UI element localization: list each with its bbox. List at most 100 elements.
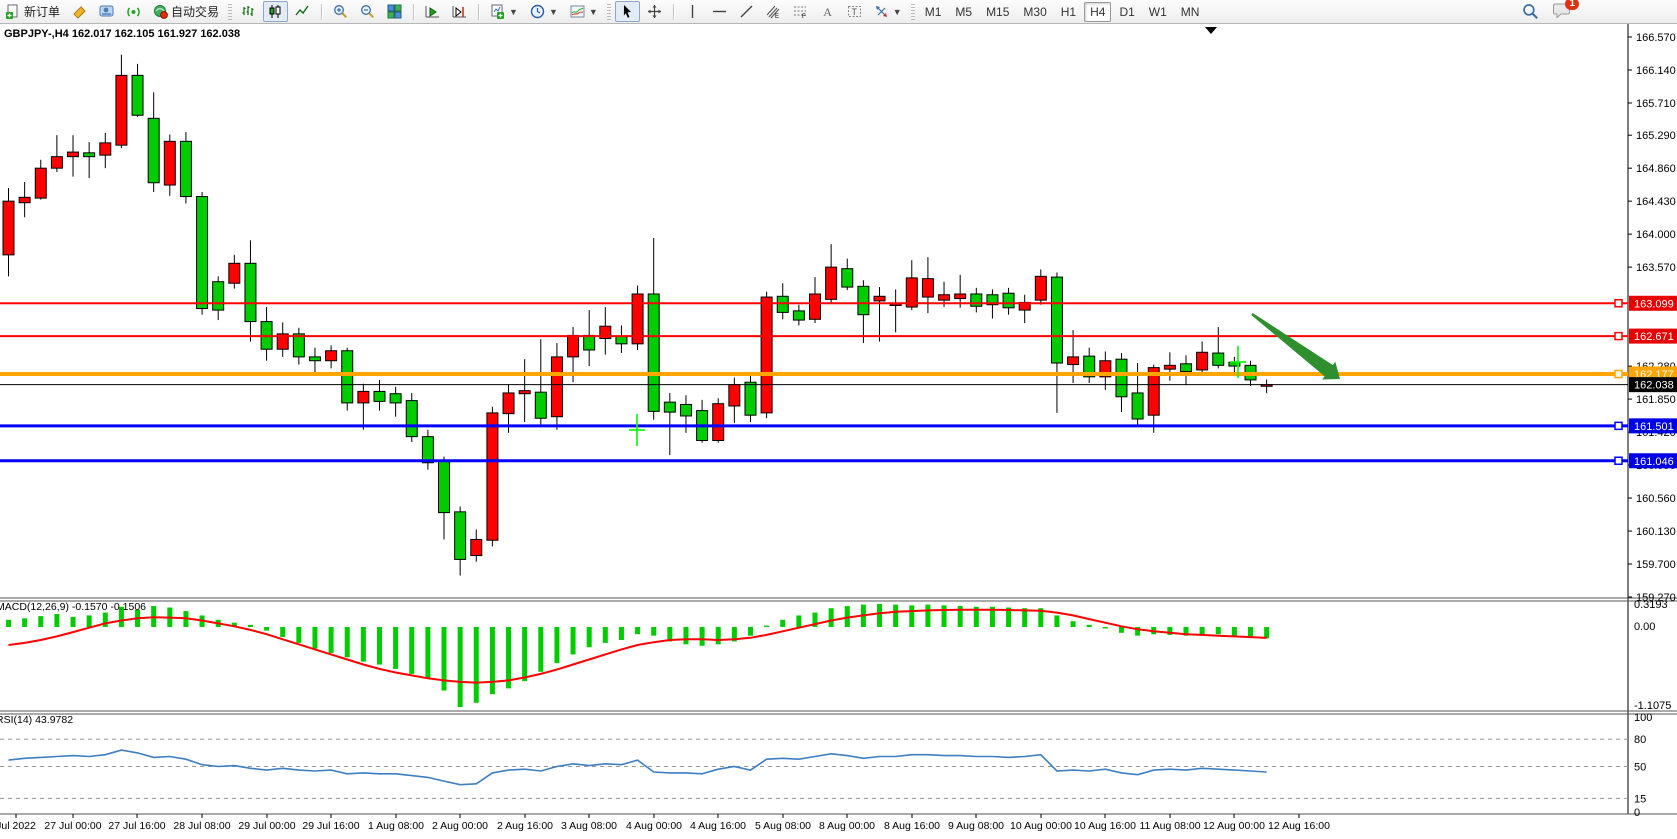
bull-candle — [760, 296, 773, 414]
macd-histogram-bar — [651, 627, 657, 636]
shift-marker[interactable] — [1205, 27, 1217, 34]
zoom-in-button[interactable] — [328, 1, 353, 22]
bear-candle — [1212, 352, 1225, 366]
crosshair-button[interactable] — [642, 1, 667, 22]
timeframe-button-M5[interactable]: M5 — [955, 4, 973, 19]
chart-window-button[interactable] — [94, 1, 119, 22]
periods-dropdown[interactable]: ▼ — [525, 1, 563, 22]
time-tick-label: 10 Aug 16:00 — [1074, 820, 1136, 832]
equidistant-channel-button[interactable]: E — [761, 1, 786, 22]
search-icon[interactable] — [1522, 3, 1539, 20]
templates-dropdown[interactable]: ▼ — [565, 1, 603, 22]
bear-candle — [1131, 392, 1144, 420]
vertical-line-button[interactable] — [680, 1, 705, 22]
chart-title: GBPJPY-,H4 162.017 162.105 161.927 162.0… — [4, 28, 241, 40]
bull-candle — [163, 140, 176, 186]
time-tick-label: 5 Aug 08:00 — [755, 820, 811, 832]
bull-candle — [712, 403, 725, 442]
bull-candle — [486, 412, 499, 541]
rsi-level-label: 15 — [1634, 793, 1646, 805]
trendline-button[interactable] — [734, 1, 759, 22]
arrows-dropdown[interactable]: ▼ — [869, 1, 907, 22]
new-chart-icon — [491, 4, 505, 19]
time-tick-label: 8 Aug 16:00 — [884, 820, 940, 832]
fibonacci-icon: F — [793, 6, 806, 19]
timeframe-button-M15[interactable]: M15 — [986, 4, 1010, 19]
dropdown-caret: ▼ — [509, 6, 518, 17]
price-tick-label: 161.850 — [1636, 394, 1676, 406]
timeframe-button-MN[interactable]: MN — [1180, 4, 1200, 19]
horizontal-line-button[interactable] — [707, 1, 732, 22]
bear-candle — [454, 511, 467, 560]
time-tick-label: 12 Aug 00:00 — [1203, 820, 1265, 832]
trend-arrow-annotation[interactable] — [1251, 313, 1340, 380]
bull-candle — [873, 295, 886, 302]
macd-histogram-bar — [554, 627, 560, 664]
bear-candle — [131, 74, 144, 116]
bull-candle — [954, 293, 967, 300]
line-handle[interactable] — [1614, 331, 1623, 341]
bear-candle — [292, 333, 305, 358]
timeframe-button-H1[interactable]: H1 — [1060, 4, 1077, 19]
fibonacci-button[interactable]: F — [788, 1, 813, 22]
bars-chart-button[interactable] — [236, 1, 261, 22]
price-tick-label: 164.430 — [1636, 196, 1676, 208]
bear-candle — [615, 335, 628, 345]
text-label-button[interactable]: T — [842, 1, 867, 22]
line-handle[interactable] — [1614, 456, 1623, 466]
macd-histogram-bar — [231, 622, 237, 627]
new-chart-dropdown[interactable]: ▼ — [485, 1, 523, 22]
chart-window-icon — [99, 5, 114, 17]
zoom-out-button[interactable] — [355, 1, 380, 22]
timeframe-button-M1[interactable]: M1 — [924, 4, 942, 19]
tile-windows-button[interactable] — [382, 1, 407, 22]
macd-histogram-bar — [1006, 607, 1012, 627]
chat-button[interactable]: 1 — [1553, 0, 1579, 21]
macd-histogram-bar — [1248, 627, 1254, 638]
line-handle[interactable] — [1614, 299, 1623, 308]
time-tick-label: 27 Jul 00:00 — [44, 820, 101, 832]
macd-histogram-bar — [22, 618, 28, 627]
line-handle[interactable] — [1614, 369, 1623, 379]
toolbar-separator — [478, 3, 481, 20]
bear-candle — [373, 390, 386, 402]
macd-signal-line — [8, 608, 1267, 684]
autotrade-button[interactable]: 自动交易 — [148, 1, 224, 22]
time-tick-label: 28 Jul 08:00 — [173, 820, 230, 832]
candlestick-chart-button[interactable] — [263, 1, 289, 22]
price-badge-label: 162.671 — [1634, 331, 1674, 343]
bear-candle — [308, 356, 321, 362]
bear-candle — [583, 334, 596, 351]
price-tick-label: 159.700 — [1636, 559, 1676, 571]
timeframe-button-W1[interactable]: W1 — [1148, 4, 1167, 19]
macd-histogram-bar — [812, 612, 818, 627]
cursor-button[interactable] — [614, 1, 640, 22]
bull-candle — [115, 74, 128, 146]
line-handle[interactable] — [1614, 421, 1623, 431]
price-tick-label: 165.710 — [1636, 98, 1676, 110]
text-button[interactable]: A — [815, 1, 840, 22]
auto-scroll-button[interactable] — [420, 1, 445, 22]
macd-histogram-bar — [1070, 621, 1076, 627]
signals-button[interactable] — [121, 1, 146, 22]
auto-scroll-icon — [425, 6, 440, 18]
timeframe-button-D1[interactable]: D1 — [1119, 4, 1135, 19]
bull-candle — [1147, 367, 1160, 416]
timeframe-button-M30[interactable]: M30 — [1023, 4, 1047, 19]
chart-shift-button[interactable] — [447, 1, 472, 22]
quotes-button[interactable] — [67, 1, 92, 22]
bull-candle — [50, 156, 63, 169]
timeframe-group: M1 M5 M15 M30 H1 H4 D1 W1 MN — [918, 1, 1207, 22]
new-order-button[interactable]: 新订单 — [1, 1, 65, 22]
arrows-icon — [875, 6, 887, 17]
macd-min-label: -1.1075 — [1634, 700, 1671, 712]
line-chart-button[interactable] — [290, 1, 315, 22]
bear-candle — [196, 196, 209, 310]
toolbar-grip — [228, 3, 233, 20]
macd-zero-label: 0.00 — [1634, 621, 1655, 633]
timeframe-button-H4[interactable]: H4 — [1084, 1, 1112, 22]
macd-histogram-bar — [360, 627, 366, 662]
macd-histogram-bar — [538, 627, 544, 672]
